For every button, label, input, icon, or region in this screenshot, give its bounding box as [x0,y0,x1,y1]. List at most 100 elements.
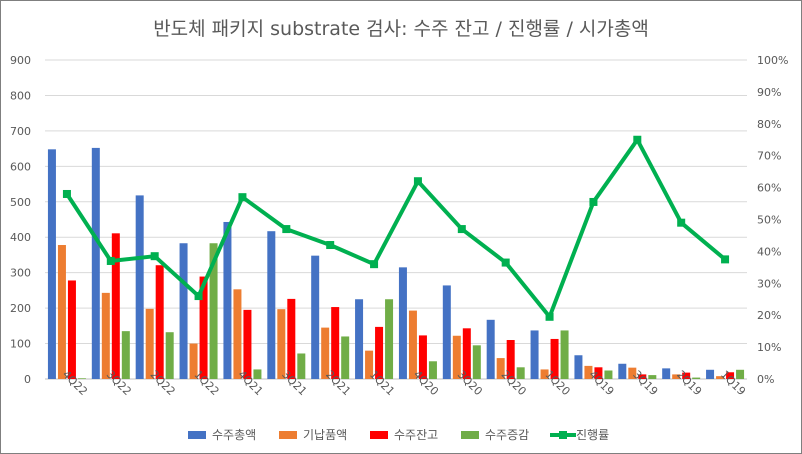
legend-label-수주증감: 수주증감 [485,428,529,442]
bar-수주잔고-1Q19 [726,372,735,379]
bar-수주증감-3Q22 [121,331,130,379]
bar-수주증감-2Q19 [692,377,701,379]
legend-swatch-수주증감 [461,431,479,439]
bar-기납품액-4Q22 [57,245,66,379]
bar-수주증감-2Q20 [516,367,525,379]
left-tick-label: 300 [10,267,31,280]
legend-swatch-기납품액 [279,431,297,439]
right-tick-label: 50% [757,214,781,227]
right-tick-label: 20% [757,309,781,322]
marker-진행률-3Q22 [106,256,115,265]
bar-수주총액-4Q19 [574,355,583,379]
bar-기납품액-2Q21 [321,327,330,379]
x-tick-label: 3Q19 [630,368,660,398]
bar-수주총액-4Q22 [47,149,56,379]
bar-수주잔고-4Q19 [594,367,603,379]
legend-label-수주총액: 수주총액 [212,428,256,442]
left-tick-label: 0 [24,373,31,386]
bar-수주잔고-3Q20 [462,328,471,379]
bar-수주잔고-1Q22 [199,276,208,379]
bar-수주잔고-3Q19 [638,374,647,379]
marker-진행률-1Q21 [370,260,379,269]
bar-수주증감-4Q19 [604,370,613,379]
bar-수주총액-2Q22 [135,195,144,379]
x-tick-label: 2Q19 [674,368,704,398]
left-tick-label: 700 [10,125,31,138]
right-tick-label: 30% [757,277,781,290]
left-tick-label: 900 [10,54,31,67]
bar-series [47,147,745,379]
bar-수주총액-4Q20 [398,267,407,379]
bar-기납품액-1Q19 [716,376,725,379]
marker-진행률-1Q20 [545,312,554,321]
left-tick-label: 600 [10,160,31,173]
marker-진행률-4Q22 [62,189,71,198]
marker-진행률-2Q20 [501,258,510,267]
legend-label-진행률: 진행률 [576,427,609,442]
right-tick-label: 10% [757,341,781,354]
legend-swatch-수주총액 [188,431,206,439]
bar-기납품액-2Q20 [496,358,505,379]
marker-진행률-4Q19 [589,197,598,206]
left-axis-ticks: 0 100 200 300 400 500 600 700 800 900 [10,54,31,386]
left-tick-label: 800 [10,89,31,102]
bar-수주총액-3Q22 [91,147,100,379]
right-tick-label: 60% [757,182,781,195]
bar-수주총액-3Q19 [618,363,627,379]
bar-수주증감-3Q20 [472,345,481,379]
bar-기납품액-3Q22 [101,292,110,379]
bar-수주증감-1Q19 [736,369,745,379]
x-tick-label: 4Q22 [60,368,90,398]
bar-수주증감-4Q21 [253,369,262,379]
bar-수주잔고-2Q19 [682,372,691,379]
bar-수주잔고-2Q20 [506,340,515,379]
legend-marker-진행률 [559,431,567,439]
bar-기납품액-2Q19 [672,374,681,379]
bar-수주총액-2Q19 [662,368,671,379]
bar-수주잔고-1Q21 [375,326,384,379]
bar-수주잔고-3Q22 [111,233,120,379]
bar-수주잔고-4Q22 [67,280,76,379]
right-tick-label: 100% [757,54,788,67]
bar-수주잔고-2Q22 [155,265,164,379]
right-tick-label: 40% [757,245,781,258]
left-tick-label: 200 [10,302,31,315]
marker-진행률-2Q21 [326,241,335,250]
bar-수주잔고-3Q21 [287,298,296,379]
bar-수주증감-4Q20 [428,361,437,379]
bar-수주총액-2Q20 [486,319,495,379]
right-tick-label: 0% [757,373,774,386]
bar-수주증감-1Q22 [209,243,218,379]
bar-기납품액-3Q19 [628,367,637,379]
bar-수주총액-1Q22 [179,243,188,379]
bar-수주총액-3Q21 [267,231,276,379]
legend-swatch-수주잔고 [370,431,388,439]
bar-수주증감-1Q20 [560,330,569,379]
bar-수주증감-4Q22 [77,378,86,379]
bar-기납품액-4Q21 [233,289,242,379]
marker-진행률-3Q21 [282,225,291,234]
marker-진행률-2Q22 [150,252,159,261]
bar-기납품액-4Q20 [408,310,417,379]
bar-기납품액-3Q20 [452,335,461,379]
marker-진행률-4Q20 [413,177,422,186]
marker-진행률-4Q21 [238,193,247,202]
bar-수주증감-3Q19 [648,375,657,379]
chart-title: 반도체 패키지 substrate 검사: 수주 잔고 / 진행률 / 시가총액 [153,18,649,40]
bar-수주총액-1Q20 [530,330,539,379]
bar-수주총액-3Q20 [442,285,451,379]
bar-기납품액-4Q19 [584,365,593,379]
bar-수주총액-1Q21 [355,299,364,379]
bar-수주총액-1Q19 [706,369,715,379]
marker-진행률-1Q22 [194,292,203,301]
right-tick-label: 80% [757,118,781,131]
legend-label-수주잔고: 수주잔고 [394,428,438,442]
right-tick-label: 70% [757,150,781,163]
line-series [62,135,730,321]
bar-수주잔고-2Q21 [331,307,340,379]
line-진행률 [65,137,727,319]
marker-진행률-1Q19 [721,255,730,264]
bar-기납품액-2Q22 [145,308,154,379]
right-axis-ticks: 0% 10% 20% 30% 40% 50% 60% 70% 80% 90% 100% [757,54,788,386]
marker-진행률-2Q19 [677,218,686,227]
